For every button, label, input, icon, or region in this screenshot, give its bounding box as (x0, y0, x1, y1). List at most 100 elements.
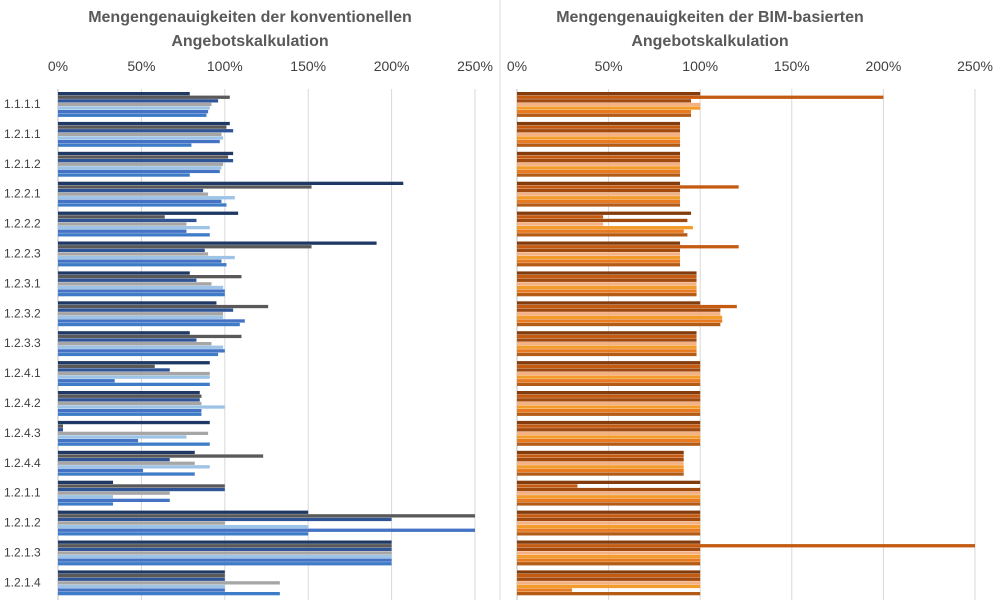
left-bar (58, 438, 139, 443)
category-label: 1.2.2.2 (4, 217, 41, 231)
left-bar (58, 196, 235, 200)
left-bar (58, 121, 230, 126)
category-label: 1.1.1.1 (4, 97, 41, 111)
left-bar (58, 263, 227, 267)
left-bar (58, 498, 170, 502)
left-bar (58, 169, 220, 174)
right-bar (517, 412, 701, 416)
right-bar (517, 532, 701, 536)
right-bar (517, 364, 701, 368)
right-bar (517, 338, 697, 342)
left-bar (58, 480, 114, 484)
right-bar (517, 420, 701, 425)
category-label: 1.2.1.2 (4, 516, 41, 530)
category-label: 1.2.2.3 (4, 246, 41, 260)
right-bar (517, 368, 701, 372)
right-bar (517, 450, 684, 455)
right-x-tick-label: 200% (865, 58, 901, 74)
left-bar (58, 275, 242, 279)
left-bar (58, 289, 225, 293)
left-bar (58, 125, 227, 129)
right-bar (517, 528, 701, 532)
right-bar (517, 349, 697, 353)
left-chart: Mengengenauigkeiten der konventionellen … (4, 9, 493, 600)
right-bar (517, 110, 692, 114)
right-bar (517, 592, 701, 596)
right-bar (517, 322, 721, 327)
category-label: 1.2.1.1 (4, 127, 41, 141)
right-chart-title-line2: Angebotskalkulation (631, 33, 788, 50)
right-bar (517, 113, 692, 117)
right-bar (517, 431, 701, 435)
right-bar (517, 252, 681, 256)
left-bar (58, 558, 392, 562)
right-bar (517, 352, 697, 357)
right-bar (517, 106, 701, 110)
right-bar (517, 312, 721, 316)
right-bar (517, 255, 681, 260)
left-bar (58, 113, 207, 117)
left-bar (58, 424, 64, 428)
right-bar (517, 558, 701, 562)
right-x-tick-label: 100% (682, 58, 718, 74)
left-bar (58, 577, 225, 581)
left-bar (58, 199, 222, 203)
right-bar (517, 188, 681, 193)
right-bar (517, 136, 681, 140)
right-bar (517, 510, 701, 514)
left-bar (58, 570, 225, 574)
right-bar (517, 379, 701, 383)
left-x-tick-label: 150% (290, 58, 326, 74)
left-bar (58, 155, 229, 159)
left-bar (58, 484, 225, 488)
left-bar (58, 342, 212, 346)
left-bar (58, 159, 234, 163)
right-bar (517, 472, 684, 476)
left-bar (58, 547, 392, 551)
right-bar (517, 319, 723, 323)
left-bar (58, 495, 114, 499)
left-bar (58, 551, 392, 555)
left-bar (58, 162, 224, 166)
right-bar (517, 525, 701, 529)
left-bar (58, 241, 377, 245)
left-bar (58, 458, 170, 462)
left-bar (58, 528, 475, 532)
right-chart-title-line1: Mengengenauigkeiten der BIM-basierten (556, 9, 864, 26)
right-bar (517, 584, 701, 589)
left-bar (58, 218, 197, 223)
right-bar (517, 301, 701, 305)
right-bar (517, 215, 604, 219)
right-bar (517, 293, 697, 297)
right-bar (517, 577, 701, 581)
right-bar (517, 285, 697, 290)
left-bar (58, 525, 309, 529)
left-x-tick-label: 50% (127, 58, 155, 74)
right-bars (517, 92, 975, 596)
left-bar (58, 102, 212, 107)
right-bar (517, 199, 681, 203)
right-bar (517, 125, 681, 129)
right-bar (517, 375, 701, 379)
left-bar (58, 398, 200, 402)
left-bar (58, 491, 170, 495)
right-bar (517, 588, 572, 592)
right-bar (517, 554, 701, 559)
left-bar (58, 308, 234, 312)
right-bar (517, 547, 701, 551)
left-bar (58, 285, 224, 290)
left-bar (58, 143, 192, 147)
right-bar (517, 498, 701, 502)
category-label: 1.2.1.1 (4, 486, 41, 500)
right-x-tick-label: 0% (507, 58, 527, 74)
left-bar (58, 255, 235, 260)
left-bar (58, 435, 187, 439)
left-bar (58, 472, 195, 476)
left-bar (58, 352, 219, 357)
right-bar (517, 334, 697, 339)
right-bar (517, 495, 701, 499)
left-bar (58, 245, 312, 249)
right-bar (517, 304, 737, 309)
left-bar (58, 181, 404, 185)
